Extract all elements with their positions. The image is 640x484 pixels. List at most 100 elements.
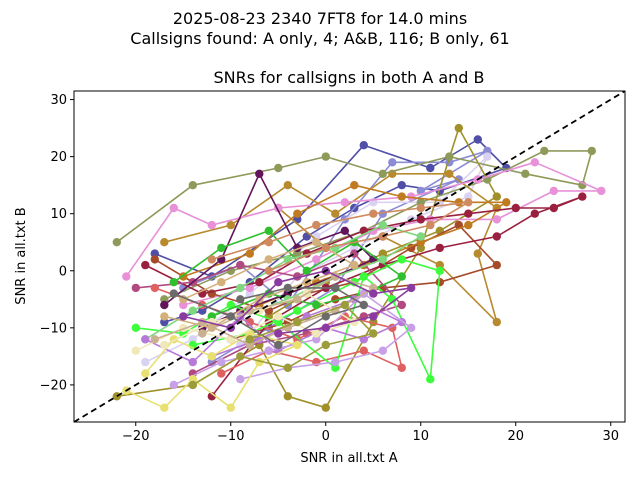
data-point-3-7 [454, 123, 463, 133]
series-line-24 [211, 201, 470, 272]
data-point-1-4 [388, 158, 397, 167]
data-point-15-2 [236, 283, 245, 293]
data-point-14-5 [397, 272, 406, 281]
data-point-22-3 [321, 312, 330, 321]
data-point-20-0 [160, 312, 169, 321]
data-point-25-2 [274, 278, 283, 287]
data-point-23-7 [245, 335, 254, 344]
data-point-6-7 [530, 158, 539, 167]
data-point-6-14 [245, 283, 254, 293]
data-point-18-7 [207, 352, 216, 361]
series-line-17 [173, 292, 413, 386]
data-point-9-10 [530, 209, 539, 218]
data-point-13-7 [426, 375, 435, 384]
data-point-24-9 [264, 266, 273, 275]
data-point-5-2 [274, 163, 283, 173]
data-point-4-0 [160, 238, 169, 247]
reference-layer [74, 91, 625, 422]
data-point-22-0 [169, 289, 178, 298]
data-point-22-6 [283, 283, 292, 293]
data-point-4-2 [283, 181, 292, 190]
data-point-5-1 [188, 181, 197, 190]
data-point-5-5 [445, 152, 454, 161]
data-point-6-0 [122, 272, 131, 281]
series-line-23 [192, 304, 375, 386]
data-point-18-3 [226, 403, 235, 412]
series-line-19 [135, 292, 356, 352]
data-point-3-8 [492, 192, 501, 201]
data-point-17-5 [407, 323, 416, 332]
data-point-0-4 [426, 163, 435, 173]
data-point-20-7 [217, 278, 226, 287]
y-tick-label: −20 [40, 378, 67, 393]
data-point-14-2 [264, 226, 273, 235]
data-point-6-2 [207, 220, 216, 230]
data-point-21-9 [198, 329, 207, 338]
data-point-6-13 [312, 255, 321, 264]
y-tick-label: 0 [59, 264, 67, 279]
data-point-24-6 [426, 220, 435, 230]
data-point-23-6 [293, 317, 302, 327]
suptitle-line-2: Callsigns found: A only, 4; A&B, 116; B … [130, 29, 509, 48]
data-point-24-2 [312, 220, 321, 230]
data-point-5-6 [521, 169, 530, 178]
data-point-25-6 [369, 312, 378, 321]
data-point-9-7 [511, 203, 520, 213]
y-axis-label: SNR in all.txt B [14, 207, 29, 304]
suptitle-line-1: 2025-08-23 2340 7FT8 for 14.0 mins [173, 9, 467, 28]
data-point-3-3 [283, 392, 292, 401]
plot-frame [73, 90, 626, 423]
data-point-9-11 [492, 232, 501, 241]
series-line-18 [125, 332, 299, 409]
data-point-5-0 [112, 238, 122, 247]
y-tick-label: −10 [40, 321, 67, 336]
series-24 [207, 198, 473, 275]
data-point-13-11 [293, 306, 302, 315]
data-point-25-0 [179, 312, 188, 321]
data-point-23-0 [188, 380, 197, 390]
data-point-23-2 [283, 363, 292, 372]
data-point-19-3 [274, 312, 283, 321]
series-line-5 [116, 150, 593, 301]
data-point-20-4 [350, 260, 359, 270]
data-point-23-3 [321, 340, 330, 350]
identity-reference-line [74, 91, 625, 422]
data-point-24-8 [321, 243, 330, 253]
data-point-5-4 [378, 169, 387, 178]
data-point-14-1 [217, 243, 226, 253]
data-point-11-2 [255, 169, 264, 178]
data-point-15-1 [188, 306, 197, 315]
data-point-20-5 [312, 238, 321, 247]
data-point-9-12 [435, 243, 444, 253]
series-line-13 [135, 258, 441, 381]
data-point-6-1 [169, 203, 178, 213]
data-point-15-5 [378, 220, 387, 230]
data-point-7-0 [150, 255, 159, 264]
data-point-0-0 [150, 249, 159, 258]
data-point-0-5 [473, 135, 482, 144]
data-point-10-5 [397, 300, 406, 310]
data-point-6-9 [549, 186, 558, 196]
data-point-13-0 [131, 323, 140, 332]
data-point-18-1 [160, 403, 169, 412]
data-point-22-5 [331, 283, 340, 293]
data-point-15-7 [378, 255, 387, 264]
data-point-25-7 [321, 323, 330, 332]
data-point-21-0 [150, 335, 159, 344]
x-tick-label: 30 [602, 429, 619, 444]
data-point-6-5 [407, 192, 416, 201]
data-point-5-9 [540, 146, 549, 156]
data-point-3-10 [378, 249, 387, 258]
data-point-24-0 [207, 255, 216, 264]
y-tick-label: 10 [50, 207, 67, 222]
data-point-0-3 [359, 141, 368, 150]
data-point-11-0 [160, 300, 169, 310]
data-point-17-9 [236, 375, 245, 384]
data-point-14-7 [312, 300, 321, 310]
data-point-9-0 [141, 260, 150, 270]
series-23 [188, 300, 378, 390]
data-point-12-6 [397, 363, 406, 372]
data-point-3-0 [112, 392, 122, 401]
data-point-6-10 [492, 215, 501, 224]
data-point-5-8 [587, 146, 596, 156]
